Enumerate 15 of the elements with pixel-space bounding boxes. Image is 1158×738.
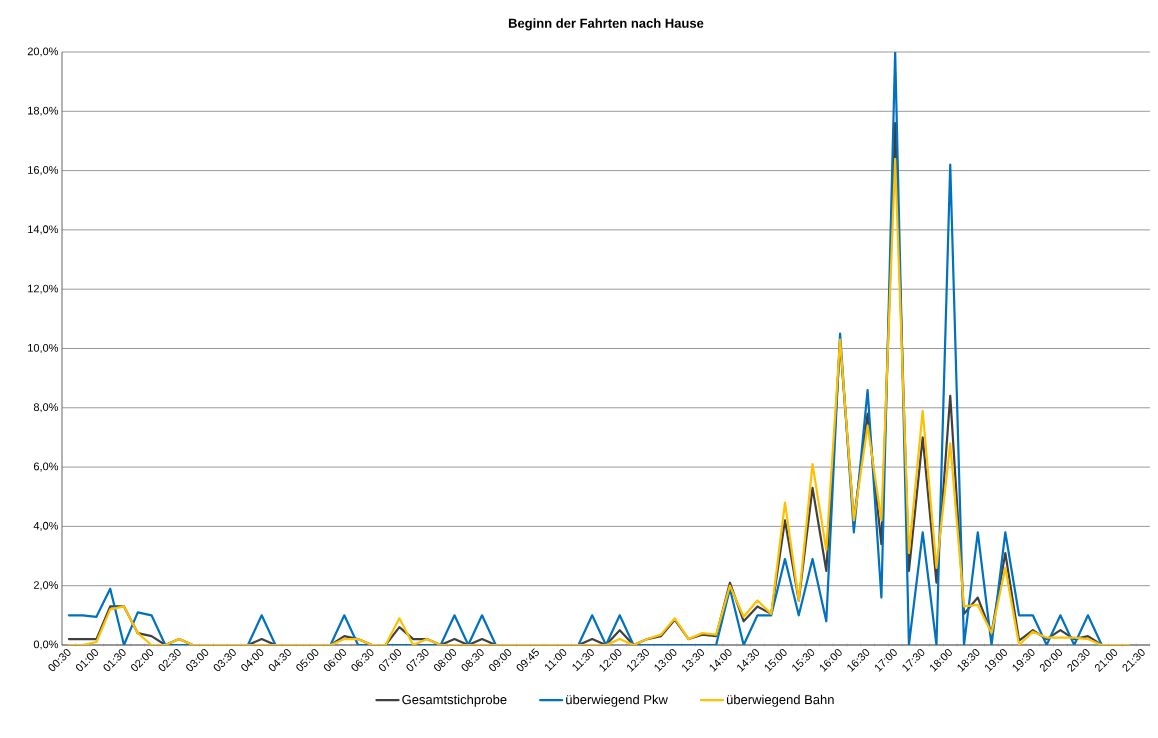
y-tick-label: 8,0%	[33, 403, 59, 413]
legend-label: überwiegend Bahn	[726, 694, 834, 707]
y-tick-label: 20,0%	[27, 47, 59, 57]
legend-label: überwiegend Pkw	[566, 694, 668, 707]
y-tick-label: 4,0%	[33, 521, 59, 531]
y-tick-label: 18,0%	[28, 106, 59, 116]
y-tick-label: 16,0%	[28, 166, 59, 176]
legend-label: Gesamtstichprobe	[402, 694, 507, 707]
y-tick-label: 14,0%	[28, 225, 59, 235]
y-tick-label: 6,0%	[33, 462, 59, 472]
y-tick-label: 12,0%	[28, 284, 59, 294]
chart-title: Beginn der Fahrten nach Hause	[508, 18, 704, 31]
y-tick-label: 10,0%	[28, 343, 59, 354]
y-tick-label: 0,0%	[33, 640, 59, 650]
y-tick-label: 2,0%	[33, 581, 59, 591]
